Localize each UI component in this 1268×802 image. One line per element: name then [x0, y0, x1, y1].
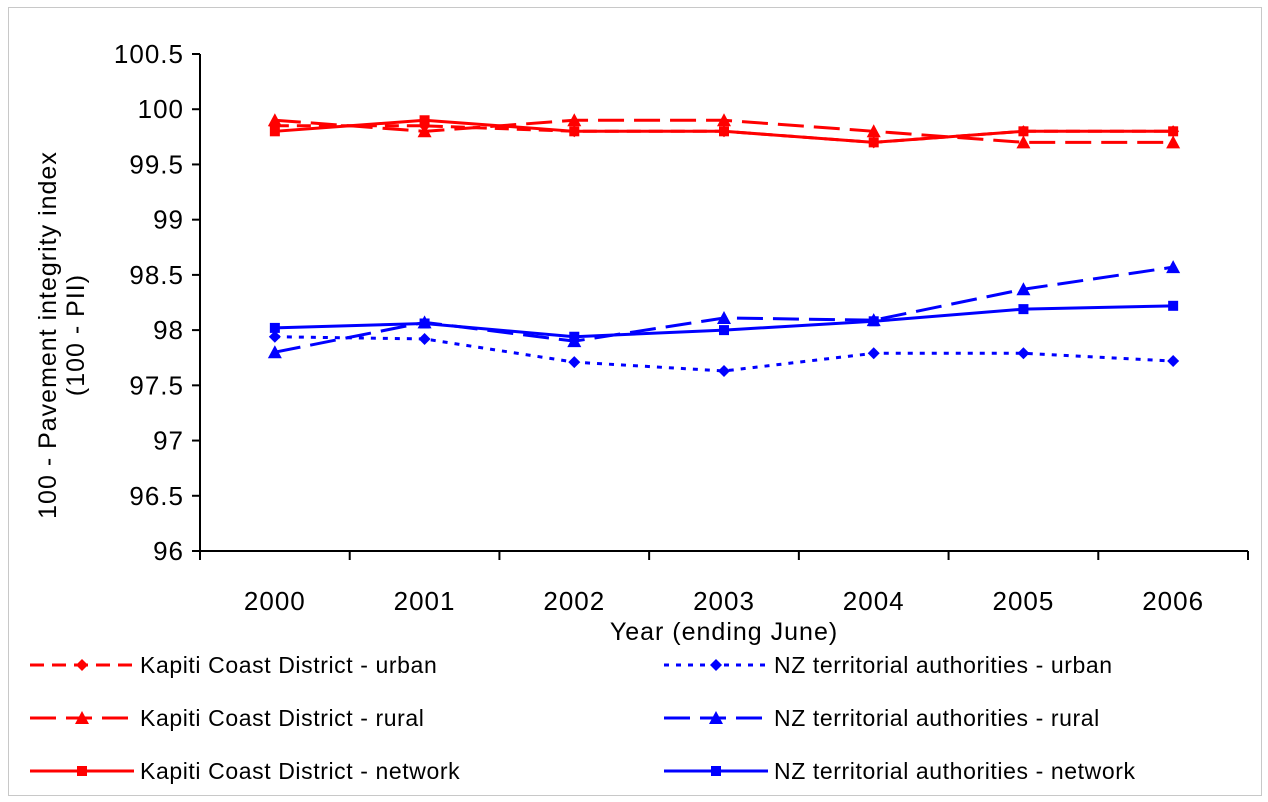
legend-item: NZ territorial authorities - network	[664, 758, 1136, 784]
chart-frame	[8, 7, 1262, 796]
data-point	[1166, 260, 1181, 274]
data-point	[568, 356, 581, 369]
x-tick-label: 2000	[244, 586, 306, 616]
y-tick-label: 98	[153, 315, 184, 345]
data-point	[866, 124, 881, 138]
legend-label: NZ territorial authorities - rural	[774, 705, 1100, 731]
data-point	[1168, 300, 1179, 311]
legend-item: Kapiti Coast District - network	[30, 758, 460, 784]
data-point	[717, 113, 731, 127]
legend-item: NZ territorial authorities - rural	[664, 705, 1100, 731]
legend-label: NZ territorial authorities - network	[774, 758, 1136, 784]
data-point	[1018, 126, 1029, 137]
data-point	[567, 113, 582, 127]
legend-item: Kapiti Coast District - rural	[30, 705, 425, 731]
series-2	[267, 113, 1181, 149]
axes: 96 96.5 97 97.5 98 98.5 99 99.5 100 100.5 2000 2001…	[114, 39, 1249, 616]
legend-marker	[710, 659, 722, 671]
legend-marker	[76, 659, 88, 671]
legend-label: NZ territorial authorities - urban	[774, 652, 1113, 678]
legend-label: Kapiti Coast District - network	[140, 758, 460, 784]
data-point	[1016, 282, 1031, 296]
x-tick-label: 2001	[394, 586, 456, 616]
data-point	[419, 115, 430, 126]
legend-label: Kapiti Coast District - rural	[140, 705, 425, 731]
y-tick-label: 100	[138, 94, 184, 124]
legend-marker	[709, 711, 723, 724]
legend-marker	[77, 766, 87, 776]
data-point	[1017, 347, 1030, 360]
x-axis-title: Year (ending June)	[610, 618, 838, 646]
y-axis-title-line2: (100 - PII)	[62, 274, 90, 396]
data-point	[267, 345, 282, 359]
series-4	[268, 330, 1180, 377]
data-point	[718, 364, 730, 377]
y-tick-label: 100.5	[114, 39, 184, 69]
data-point	[569, 331, 580, 342]
legend-marker	[75, 711, 89, 724]
data-point	[868, 137, 879, 148]
y-tick-label: 99.5	[129, 149, 184, 179]
data-point	[417, 124, 432, 138]
x-tick-label: 2005	[993, 586, 1055, 616]
y-axis-title: 100 - Pavement integrity index (100 - PI…	[34, 151, 90, 519]
legend-item: Kapiti Coast District - urban	[30, 652, 437, 678]
data-point	[268, 330, 281, 343]
data-point	[1166, 135, 1181, 149]
data-point	[569, 126, 580, 137]
y-tick-label: 99	[153, 205, 184, 235]
data-point	[269, 126, 280, 137]
data-point	[1018, 304, 1029, 315]
y-tick-label: 96	[153, 536, 184, 566]
data-point	[418, 332, 431, 345]
legend: Kapiti Coast District - urban Kapiti Coas…	[30, 652, 1136, 784]
legend-label: Kapiti Coast District - urban	[140, 652, 437, 678]
legend-item: NZ territorial authorities - urban	[664, 652, 1113, 678]
y-tick-label: 97	[153, 426, 184, 456]
y-tick-label: 97.5	[129, 370, 184, 400]
x-tick-label: 2003	[693, 586, 755, 616]
data-point	[1168, 126, 1179, 137]
data-point	[419, 318, 430, 329]
y-tick-label: 96.5	[129, 481, 184, 511]
y-tick-label: 98.5	[129, 260, 184, 290]
series-3	[269, 115, 1179, 148]
legend-marker	[711, 766, 721, 776]
data-point	[719, 126, 729, 137]
data-point	[1167, 355, 1180, 368]
x-tick-label: 2004	[843, 586, 905, 616]
series-layer	[267, 113, 1181, 377]
data-point	[269, 322, 280, 333]
data-point	[719, 325, 729, 336]
data-point	[267, 113, 282, 127]
data-point	[867, 347, 880, 360]
x-tick-label: 2002	[543, 586, 605, 616]
y-axis-title-line1: 100 - Pavement integrity index	[34, 151, 62, 519]
x-tick-label: 2006	[1142, 586, 1204, 616]
data-point	[868, 316, 879, 327]
series-6	[269, 300, 1179, 342]
data-point	[1016, 135, 1031, 149]
data-point	[717, 310, 731, 324]
